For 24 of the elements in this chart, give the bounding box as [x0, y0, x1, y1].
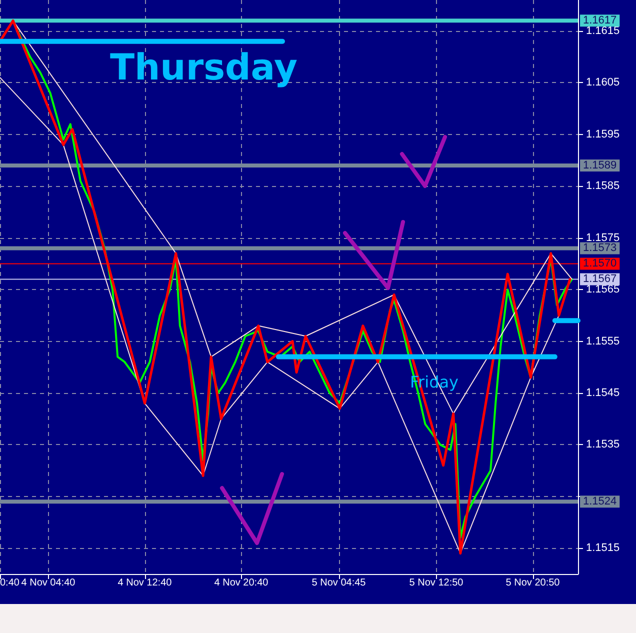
- x-tick-label: 4 Nov 12:40: [118, 578, 172, 588]
- ref-line-label: 1.1570: [583, 258, 617, 270]
- y-tick-label: 1.1585: [586, 180, 620, 192]
- y-tick-label: 1.1605: [586, 76, 620, 89]
- ref-line-label: 1.1573: [583, 242, 617, 254]
- x-tick-label: 0:40: [0, 578, 20, 588]
- ref-line-label: 1.1617: [583, 14, 617, 27]
- x-tick-label: 5 Nov 12:50: [409, 578, 464, 588]
- y-tick-label: 1.1565: [586, 284, 620, 296]
- y-tick-label: 1.1545: [586, 387, 620, 400]
- ref-line-label: 1.1567: [583, 273, 617, 286]
- y-tick-label: 1.1595: [586, 128, 620, 140]
- y-tick-label: 1.1615: [586, 25, 620, 38]
- x-tick-label: 5 Nov 20:50: [506, 578, 560, 588]
- annotation: Thursday: [110, 48, 298, 88]
- y-tick-label: 1.1575: [586, 232, 620, 244]
- y-tick-label: 1.1535: [586, 438, 620, 451]
- x-tick-label: 4 Nov 04:40: [21, 578, 76, 588]
- x-tick-label: 4 Nov 20:40: [214, 578, 269, 588]
- ref-line-label: 1.1524: [583, 496, 617, 508]
- y-tick-label: 1.1515: [586, 542, 620, 554]
- x-tick-label: 5 Nov 04:45: [312, 578, 366, 588]
- ref-line-label: 1.1589: [583, 159, 617, 172]
- y-tick-label: 1.1555: [586, 335, 620, 348]
